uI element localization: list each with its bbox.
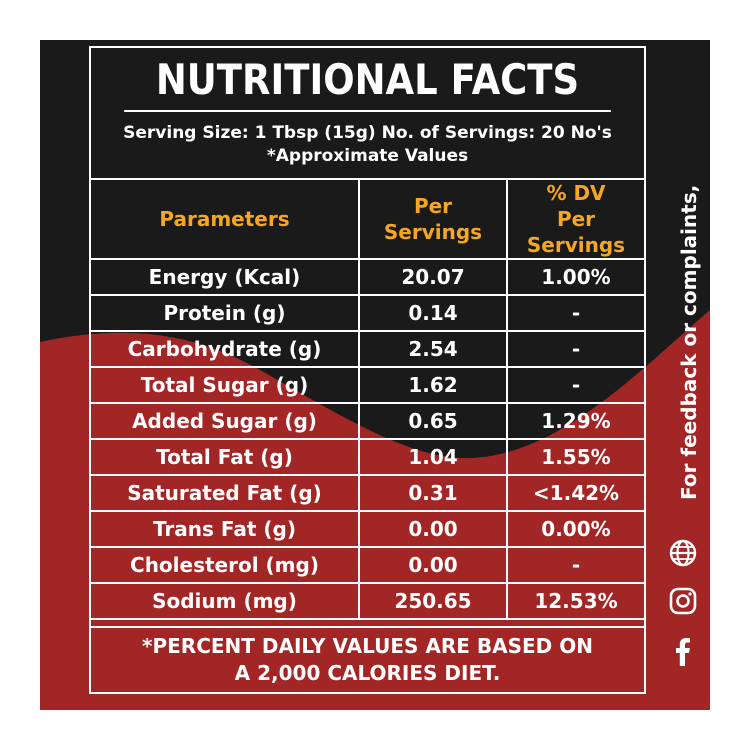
label-title: NUTRITIONAL FACTS bbox=[124, 48, 611, 112]
header-per-line1: Per bbox=[413, 194, 453, 218]
row-param: Protein (g) bbox=[91, 294, 360, 332]
row-per: 1.04 bbox=[358, 438, 508, 476]
header-dv-line2: Per Servings bbox=[526, 207, 626, 257]
row-param: Added Sugar (g) bbox=[91, 402, 360, 440]
nutrition-panel: NUTRITIONAL FACTS Serving Size: 1 Tbsp (… bbox=[89, 46, 646, 694]
table-row: Total Fat (g) 1.04 1.55% bbox=[91, 438, 644, 476]
row-param: Trans Fat (g) bbox=[91, 510, 360, 548]
row-param: Energy (Kcal) bbox=[91, 258, 360, 296]
row-per: 1.62 bbox=[358, 366, 508, 404]
header-per-line2: Servings bbox=[383, 220, 483, 244]
nutrition-table: Parameters Per Servings % DV Per Serving… bbox=[91, 180, 644, 620]
instagram-icon[interactable] bbox=[668, 586, 698, 616]
row-dv: 12.53% bbox=[506, 582, 644, 620]
row-per: 0.00 bbox=[358, 546, 508, 584]
footnote-line2: A 2,000 CALORIES DIET. bbox=[234, 661, 501, 685]
row-dv: - bbox=[506, 330, 644, 368]
row-dv: 1.29% bbox=[506, 402, 644, 440]
globe-icon[interactable] bbox=[668, 538, 698, 568]
row-param: Saturated Fat (g) bbox=[91, 474, 360, 512]
table-header-row: Parameters Per Servings % DV Per Serving… bbox=[91, 180, 644, 260]
table-row: Trans Fat (g) 0.00 0.00% bbox=[91, 510, 644, 548]
row-dv: - bbox=[506, 546, 644, 584]
header-per-servings: Per Servings bbox=[358, 180, 508, 260]
header-dv-line1: % DV bbox=[546, 181, 606, 205]
row-dv: - bbox=[506, 366, 644, 404]
row-param: Cholesterol (mg) bbox=[91, 546, 360, 584]
serving-size: Serving Size: 1 Tbsp (15g) No. of Servin… bbox=[123, 123, 612, 143]
row-dv: 1.55% bbox=[506, 438, 644, 476]
row-per: 0.14 bbox=[358, 294, 508, 332]
row-param: Sodium (mg) bbox=[91, 582, 360, 620]
table-row: Sodium (mg) 250.65 12.53% bbox=[91, 582, 644, 620]
footnote: *PERCENT DAILY VALUES ARE BASED ON A 2,0… bbox=[91, 626, 644, 692]
row-dv: <1.42% bbox=[506, 474, 644, 512]
row-param: Carbohydrate (g) bbox=[91, 330, 360, 368]
serving-info: Serving Size: 1 Tbsp (15g) No. of Servin… bbox=[91, 112, 644, 180]
approximate-note: *Approximate Values bbox=[266, 146, 469, 166]
row-dv: 1.00% bbox=[506, 258, 644, 296]
facebook-icon[interactable] bbox=[671, 636, 695, 666]
row-per: 250.65 bbox=[358, 582, 508, 620]
row-per: 0.31 bbox=[358, 474, 508, 512]
nutrition-label: NUTRITIONAL FACTS Serving Size: 1 Tbsp (… bbox=[40, 40, 710, 710]
row-per: 0.00 bbox=[358, 510, 508, 548]
row-per: 2.54 bbox=[358, 330, 508, 368]
row-per: 0.65 bbox=[358, 402, 508, 440]
table-row: Total Sugar (g) 1.62 - bbox=[91, 366, 644, 404]
row-dv: - bbox=[506, 294, 644, 332]
row-param: Total Fat (g) bbox=[91, 438, 360, 476]
header-dv: % DV Per Servings bbox=[506, 180, 644, 260]
row-dv: 0.00% bbox=[506, 510, 644, 548]
table-row: Carbohydrate (g) 2.54 - bbox=[91, 330, 644, 368]
table-row: Energy (Kcal) 20.07 1.00% bbox=[91, 258, 644, 296]
table-row: Saturated Fat (g) 0.31 <1.42% bbox=[91, 474, 644, 512]
row-param: Total Sugar (g) bbox=[91, 366, 360, 404]
table-row: Protein (g) 0.14 - bbox=[91, 294, 644, 332]
header-parameters: Parameters bbox=[91, 180, 360, 260]
table-row: Cholesterol (mg) 0.00 - bbox=[91, 546, 644, 584]
row-per: 20.07 bbox=[358, 258, 508, 296]
footnote-line1: *PERCENT DAILY VALUES ARE BASED ON bbox=[142, 634, 593, 658]
feedback-text: For feedback or complaints, bbox=[677, 184, 701, 500]
table-row: Added Sugar (g) 0.65 1.29% bbox=[91, 402, 644, 440]
